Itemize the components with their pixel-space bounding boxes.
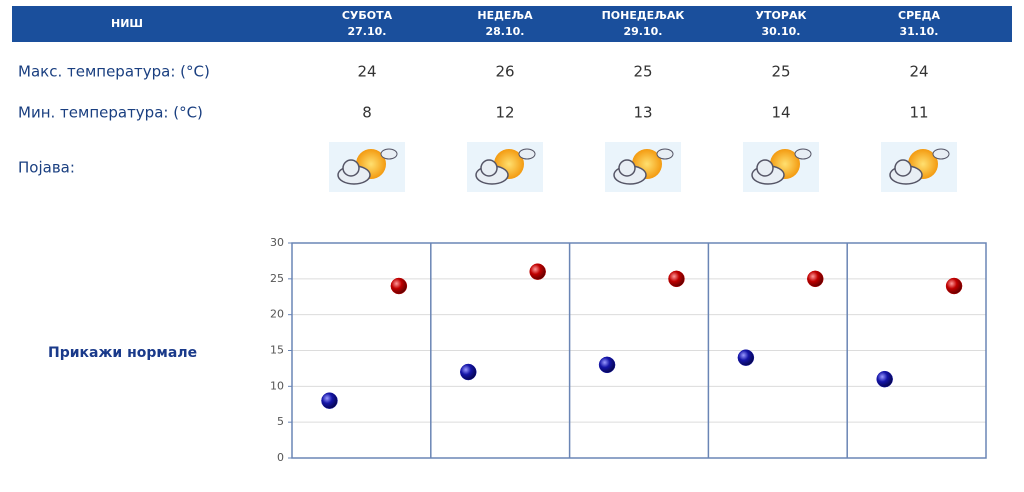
y-tick-label: 20 [270, 308, 284, 321]
icon-cloud-small [656, 148, 674, 160]
day-name: СУБОТА [342, 9, 393, 22]
table-value: 8 [362, 104, 372, 122]
weather-icon [743, 142, 819, 192]
day-name: УТОРАК [756, 9, 807, 22]
data-point [598, 356, 616, 374]
day-date: 28.10. [486, 25, 525, 38]
table-value: 24 [357, 63, 376, 81]
table-value: 13 [633, 104, 652, 122]
table-value: 14 [771, 104, 790, 122]
icon-cloud-small [518, 148, 536, 160]
day-date: 27.10. [348, 25, 387, 38]
y-tick-label: 25 [270, 272, 284, 285]
day-date: 30.10. [762, 25, 801, 38]
y-tick-label: 5 [277, 415, 284, 428]
icon-cloud-small [794, 148, 812, 160]
data-point [945, 277, 963, 295]
day-date: 29.10. [624, 25, 663, 38]
data-point [807, 270, 824, 288]
data-point [737, 349, 755, 366]
data-point [390, 277, 408, 295]
table-value: 25 [633, 63, 652, 81]
table-value: 25 [771, 63, 790, 81]
row-label: Мин. температура: (°C) [18, 104, 203, 122]
y-tick-label: 15 [270, 344, 284, 357]
y-tick-label: 30 [270, 236, 284, 249]
table-value: 24 [909, 63, 928, 81]
phenomenon-label: Појава: [18, 159, 75, 177]
table-value: 12 [495, 104, 514, 122]
day-name: СРЕДА [898, 9, 940, 22]
icon-cloud-small [932, 148, 950, 160]
day-name: НЕДЕЉА [477, 9, 533, 22]
city: НИШ [111, 17, 143, 30]
normals-link[interactable]: Прикажи нормале [48, 345, 197, 361]
data-point [460, 363, 477, 381]
icon-cloud [618, 159, 636, 177]
header-bar [12, 6, 1012, 42]
table-value: 26 [495, 63, 514, 81]
data-point [668, 270, 685, 288]
data-point [529, 263, 546, 280]
icon-cloud [342, 159, 360, 177]
data-point [321, 392, 338, 409]
icon-cloud [756, 159, 774, 177]
weather-icon [881, 142, 957, 192]
weather-icon [605, 142, 681, 192]
row-label: Макс. температура: (°C) [18, 63, 210, 81]
day-date: 31.10. [900, 25, 939, 38]
plot-border [291, 242, 987, 459]
weather-icon [329, 142, 405, 192]
day-name: ПОНЕДЕЉАК [602, 9, 685, 22]
table-value: 11 [909, 104, 928, 122]
icon-cloud-small [380, 148, 398, 160]
y-tick-label: 0 [277, 451, 284, 464]
y-tick-label: 10 [270, 379, 284, 392]
icon-cloud [480, 159, 498, 177]
weather-icon [467, 142, 543, 192]
icon-cloud [894, 159, 912, 177]
data-point [876, 370, 893, 388]
